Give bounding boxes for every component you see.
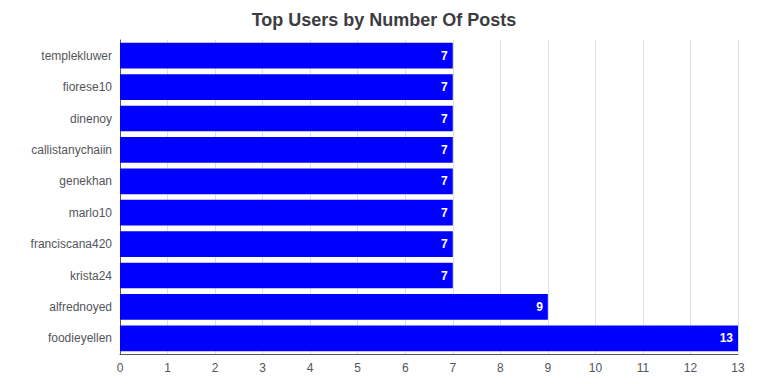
svg-text:7: 7 [441,206,448,220]
svg-text:12: 12 [684,361,698,375]
svg-text:7: 7 [441,174,448,188]
svg-text:7: 7 [441,49,448,63]
svg-text:1: 1 [164,361,171,375]
svg-text:3: 3 [259,361,266,375]
svg-text:7: 7 [449,361,456,375]
svg-text:11: 11 [637,361,650,375]
svg-text:foodieyellen: foodieyellen [48,331,112,345]
svg-text:alfrednoyed: alfrednoyed [49,300,112,314]
svg-text:callistanychaiin: callistanychaiin [31,143,112,157]
svg-text:franciscana420: franciscana420 [31,237,113,251]
svg-text:4: 4 [307,361,314,375]
svg-text:dinenoy: dinenoy [70,112,112,126]
svg-text:Top Users by Number Of Posts: Top Users by Number Of Posts [252,10,517,30]
svg-text:marlo10: marlo10 [69,206,113,220]
svg-text:13: 13 [720,331,734,345]
svg-text:krista24: krista24 [70,269,112,283]
svg-text:13: 13 [731,361,745,375]
svg-text:8: 8 [497,361,504,375]
svg-text:2: 2 [212,361,219,375]
svg-text:10: 10 [589,361,603,375]
svg-text:7: 7 [441,237,448,251]
svg-text:7: 7 [441,112,448,126]
svg-text:5: 5 [354,361,361,375]
svg-text:7: 7 [441,80,448,94]
svg-text:fiorese10: fiorese10 [63,80,113,94]
svg-text:9: 9 [536,300,543,314]
svg-text:templekluwer: templekluwer [41,49,112,63]
svg-text:9: 9 [545,361,552,375]
svg-text:0: 0 [117,361,124,375]
svg-text:7: 7 [441,143,448,157]
svg-text:genekhan: genekhan [59,174,112,188]
svg-text:7: 7 [441,269,448,283]
svg-text:6: 6 [402,361,409,375]
